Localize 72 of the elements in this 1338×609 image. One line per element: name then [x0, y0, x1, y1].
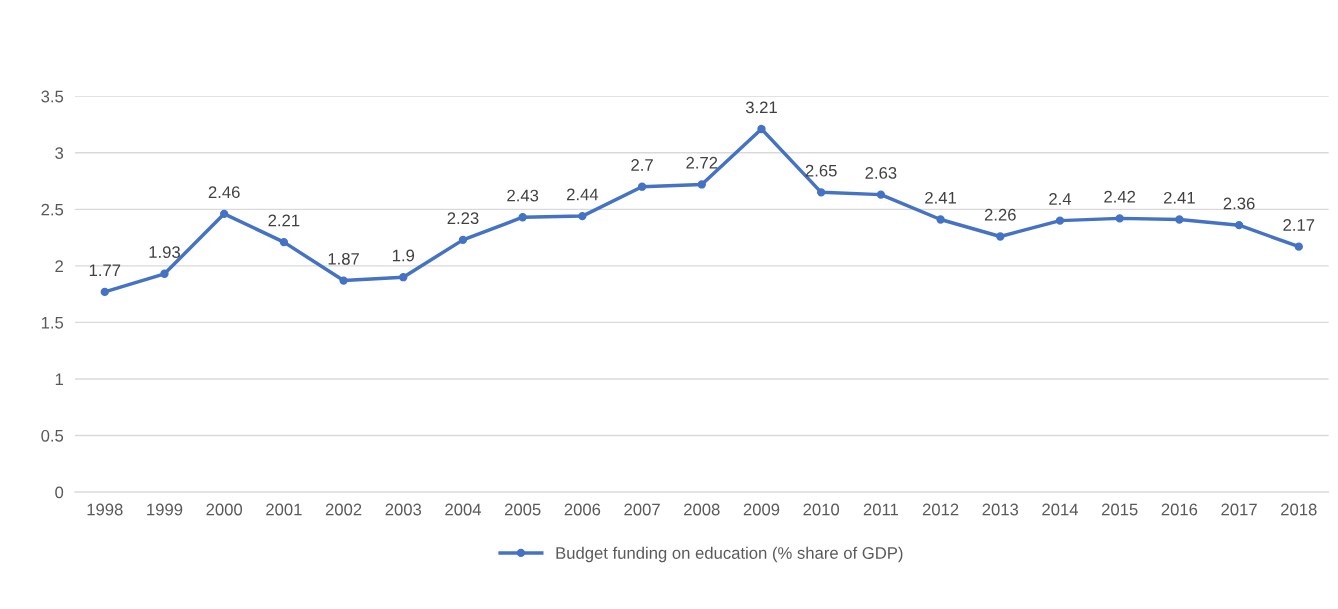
x-tick-label: 2006 — [564, 503, 601, 516]
point — [518, 213, 527, 222]
x-tick-label: 2016 — [1161, 503, 1198, 516]
point — [339, 276, 348, 285]
point — [100, 287, 109, 297]
data-label: 2.7 — [631, 159, 653, 171]
point — [160, 269, 169, 278]
x-tick-label: 2009 — [743, 503, 780, 516]
y-tick-label: 1.5 — [41, 316, 64, 329]
data-label: 2.72 — [686, 156, 718, 169]
legend-label: Budget funding on education (% share of GDP) — [556, 546, 903, 563]
x-tick-label: 2000 — [206, 503, 243, 516]
point — [1115, 214, 1124, 223]
x-tick-label: 2004 — [445, 503, 482, 516]
data-label: 2.43 — [507, 189, 539, 202]
y-tick-label: 3.5 — [41, 90, 64, 103]
x-tick-label: 2017 — [1221, 503, 1257, 516]
x-tick-label: 2011 — [863, 503, 898, 516]
data-label: 2.44 — [567, 188, 599, 201]
data-label: 2.23 — [447, 212, 479, 225]
point — [1294, 242, 1303, 251]
point — [697, 180, 706, 189]
data-label: 3.21 — [745, 101, 777, 114]
point — [458, 235, 468, 245]
point — [578, 211, 587, 221]
point — [876, 190, 886, 199]
data-label: 2.63 — [865, 167, 897, 179]
point — [1055, 216, 1065, 225]
data-label: 2.65 — [805, 164, 837, 177]
x-tick-label: 2015 — [1101, 503, 1138, 516]
point — [1234, 220, 1244, 230]
data-label: 2.41 — [1164, 191, 1195, 204]
data-label: 1.93 — [149, 246, 180, 258]
data-label: 2.36 — [1223, 197, 1255, 210]
point — [399, 273, 408, 282]
x-tick-label: 2005 — [504, 503, 541, 516]
x-tick-label: 2007 — [624, 503, 660, 516]
x-tick-label: 1998 — [87, 503, 123, 516]
data-label: 1.77 — [89, 264, 121, 276]
data-label: 1.87 — [328, 252, 359, 265]
y-tick-label: 1 — [55, 373, 63, 386]
x-tick-label: 2002 — [325, 503, 362, 516]
point — [936, 215, 945, 224]
x-tick-label: 2013 — [982, 503, 1019, 516]
data-label: 2.46 — [208, 186, 240, 199]
data-label: 2.26 — [984, 208, 1016, 221]
data-label: 1.9 — [392, 249, 415, 262]
data-label: 2.41 — [925, 191, 956, 204]
point — [637, 182, 647, 191]
point — [220, 209, 229, 219]
x-tick-label: 2010 — [803, 503, 840, 516]
point — [1175, 215, 1184, 224]
point — [817, 188, 826, 197]
x-tick-label: 2018 — [1281, 503, 1317, 516]
x-tick-label: 2008 — [684, 503, 720, 516]
data-label: 2.4 — [1049, 193, 1072, 205]
point — [757, 124, 766, 134]
x-tick-label: 1999 — [147, 503, 183, 516]
data-label: 2.17 — [1283, 219, 1315, 231]
x-tick-label: 2003 — [385, 503, 422, 516]
y-tick-label: 0 — [55, 486, 64, 499]
y-tick-label: 3 — [55, 147, 64, 159]
y-tick-label: 0.5 — [41, 429, 64, 442]
x-tick-label: 2001 — [266, 503, 302, 516]
point — [996, 232, 1005, 241]
data-label: 2.42 — [1104, 190, 1136, 203]
point — [279, 237, 289, 247]
y-tick-label: 2 — [55, 260, 63, 272]
x-tick-label: 2014 — [1042, 503, 1079, 516]
x-tick-label: 2012 — [922, 503, 959, 516]
y-tick-label: 2.5 — [41, 203, 64, 216]
data-label: 2.21 — [268, 214, 300, 227]
